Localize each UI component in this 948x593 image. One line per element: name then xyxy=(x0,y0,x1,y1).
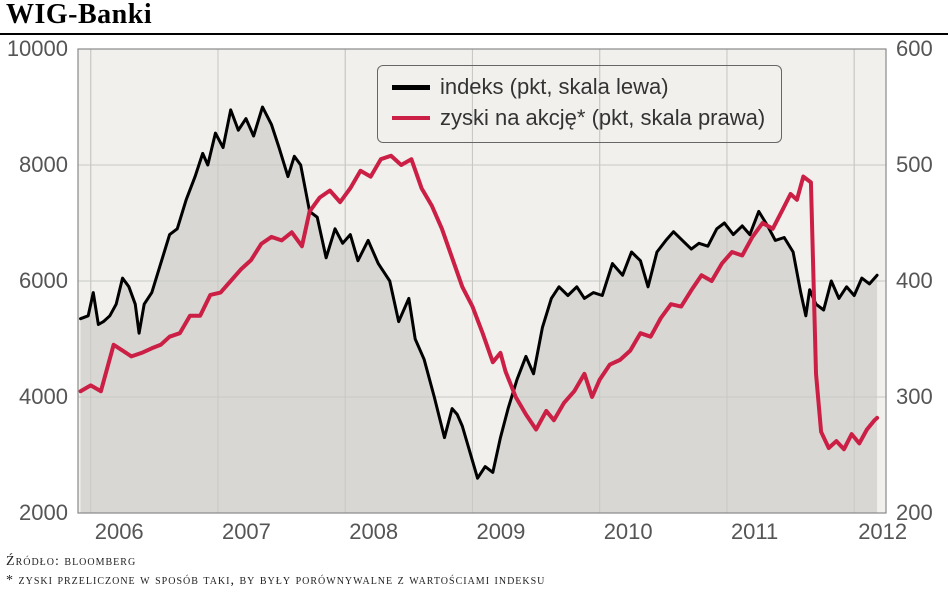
legend-label: indeks (pkt, skala lewa) xyxy=(440,72,669,103)
svg-text:2007: 2007 xyxy=(222,519,271,544)
legend-item: zyski na akcję* (pkt, skala prawa) xyxy=(392,103,765,134)
svg-text:4000: 4000 xyxy=(19,384,68,409)
legend-label: zyski na akcję* (pkt, skala prawa) xyxy=(440,103,765,134)
legend-swatch xyxy=(392,85,430,90)
legend-item: indeks (pkt, skala lewa) xyxy=(392,72,765,103)
legend-swatch xyxy=(392,116,430,121)
svg-text:6000: 6000 xyxy=(19,268,68,293)
svg-text:2006: 2006 xyxy=(95,519,144,544)
svg-text:2009: 2009 xyxy=(476,519,525,544)
svg-text:2008: 2008 xyxy=(349,519,398,544)
svg-text:2012: 2012 xyxy=(858,519,907,544)
svg-text:2011: 2011 xyxy=(731,519,778,544)
svg-text:2010: 2010 xyxy=(604,519,653,544)
footer: źródło: Bloomberg * zyski przeliczone w … xyxy=(0,553,948,591)
svg-text:10000: 10000 xyxy=(7,36,68,61)
chart-title: WIG-Banki xyxy=(0,0,948,35)
chart-area: 2000400060008000100002003004005006002006… xyxy=(0,35,948,553)
legend: indeks (pkt, skala lewa)zyski na akcję* … xyxy=(377,65,782,143)
footnote: * zyski przeliczone w sposób taki, by by… xyxy=(6,572,948,591)
svg-text:300: 300 xyxy=(896,384,933,409)
svg-text:600: 600 xyxy=(896,36,933,61)
svg-text:500: 500 xyxy=(896,152,933,177)
svg-text:400: 400 xyxy=(896,268,933,293)
source-label: źródło: Bloomberg xyxy=(6,553,948,572)
svg-text:8000: 8000 xyxy=(19,152,68,177)
figure: WIG-Banki 200040006000800010000200300400… xyxy=(0,0,948,593)
svg-text:2000: 2000 xyxy=(19,500,68,525)
